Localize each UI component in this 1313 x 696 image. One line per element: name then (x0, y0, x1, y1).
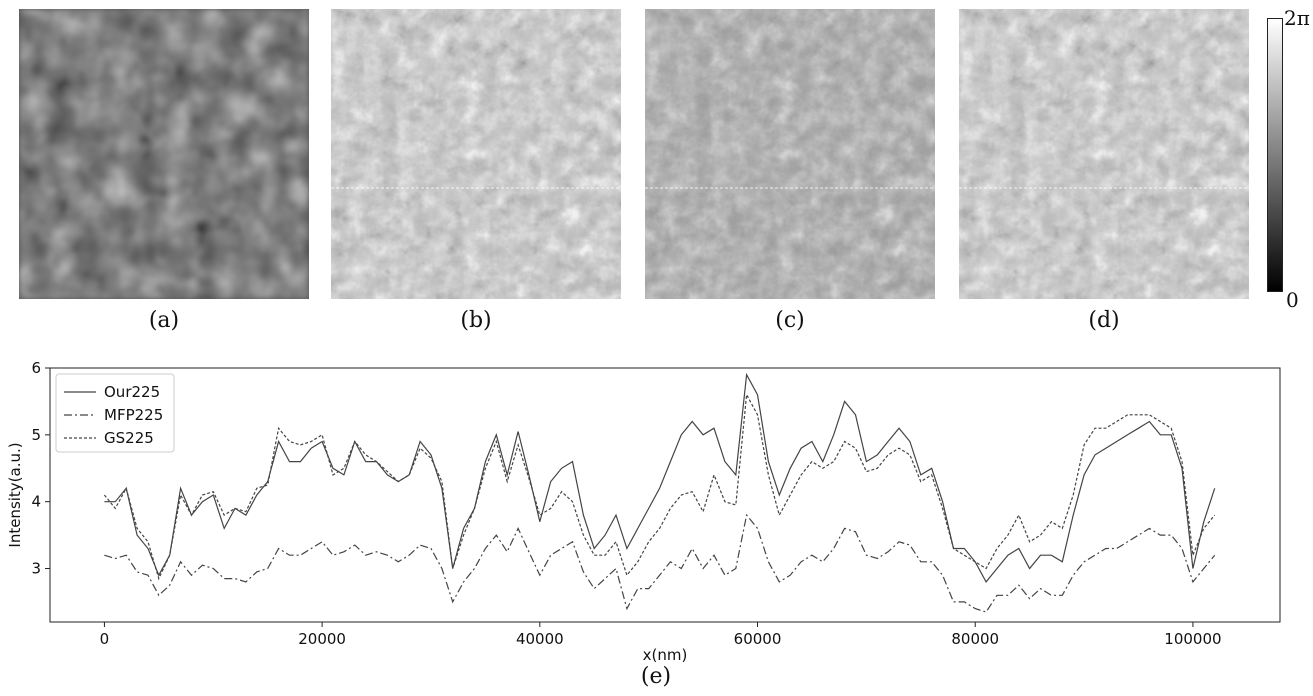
legend-box (55, 373, 175, 453)
x-tick-label: 100000 (1164, 630, 1221, 648)
series-line-mfp225 (104, 513, 1216, 613)
x-axis: 0 20000 40000 60000 80000 100000 (100, 622, 1222, 648)
y-tick-label: 4 (31, 493, 41, 511)
x-tick-label: 0 (100, 630, 110, 648)
legend-label: MFP225 (104, 406, 163, 424)
panel-d-caption: (d) (1088, 308, 1120, 333)
colorbar-min-label: 0 (1286, 288, 1299, 312)
series-group (103, 372, 1216, 613)
x-tick-label: 80000 (951, 630, 999, 648)
x-tick-label: 60000 (734, 630, 782, 648)
x-tick-label: 40000 (516, 630, 564, 648)
panel-e-caption: (e) (640, 664, 672, 689)
chart-legend: Our225 MFP225 GS225 (55, 373, 175, 453)
plot-frame (49, 367, 1281, 623)
panel-a-caption: (a) (148, 308, 180, 333)
x-axis-label: x(nm) (643, 646, 688, 662)
image-panel-a (19, 9, 309, 299)
panel-b-caption: (b) (460, 308, 492, 333)
phase-colorbar (1267, 18, 1283, 292)
x-tick-label: 20000 (298, 630, 346, 648)
y-tick-label: 5 (31, 426, 41, 444)
legend-label: Our225 (104, 383, 160, 401)
image-panel-c (645, 9, 935, 299)
image-panel-d (959, 9, 1249, 299)
intensity-line-chart: 3 4 5 6 0 20000 40000 60000 80000 100000 Our225 M… (6, 359, 1281, 662)
series-line-gs225 (103, 392, 1216, 581)
image-panel-b (331, 9, 621, 299)
y-axis-label: Intensity(a.u.) (6, 442, 24, 547)
y-axis: 3 4 5 6 (31, 359, 50, 578)
legend-label: GS225 (104, 429, 154, 447)
colorbar-max-label: 2π (1284, 6, 1310, 30)
panel-c-caption: (c) (775, 308, 805, 333)
series-line-our225 (104, 372, 1216, 583)
y-tick-label: 6 (31, 359, 41, 377)
y-tick-label: 3 (31, 560, 41, 578)
